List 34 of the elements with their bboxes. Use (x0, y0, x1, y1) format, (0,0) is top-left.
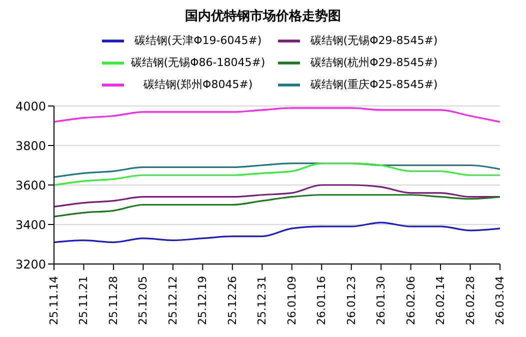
line-series (53, 162, 501, 178)
line-series (53, 222, 501, 244)
chart-title: 国内优特钢市场价格走势图 (184, 8, 342, 26)
y-tick-label: 3200 (15, 257, 46, 272)
x-tick-label: 25.12.19 (196, 276, 210, 325)
y-tick-label: 4000 (15, 99, 46, 114)
x-tick-label: 26.01.16 (315, 276, 328, 325)
line-series (53, 107, 501, 123)
x-tick-label: 26.02.06 (404, 276, 418, 325)
x-tick-label: 25.12.05 (136, 276, 150, 325)
x-tick-label: 26.01.23 (344, 276, 358, 325)
x-tick-label: 26.03.04 (494, 276, 506, 325)
line-series (53, 194, 501, 218)
y-tick-label: 3400 (15, 218, 46, 232)
legend-label: 碳结钢(无锡Φ86-18045#) (130, 56, 266, 70)
x-tick-label: 26.01.30 (374, 276, 388, 325)
x-tick-label: 25.11.14 (48, 276, 60, 325)
legend-label: 碳结钢(郑州Φ8045#) (142, 78, 254, 92)
legend-label: 碳结钢(无锡Φ29-8545#) (309, 34, 439, 48)
x-tick-label: 25.12.12 (166, 276, 180, 325)
legend-label: 碳结钢(天津Φ19-6045#) (133, 34, 263, 48)
x-tick-label: 25.11.28 (106, 276, 120, 325)
x-tick-label: 25.11.21 (77, 276, 90, 325)
x-tick-label: 26.02.28 (464, 276, 477, 325)
x-tick-label: 25.12.31 (256, 276, 269, 325)
x-tick-label: 26.02.14 (434, 276, 448, 325)
x-tick-label: 25.12.26 (226, 276, 239, 325)
line-series (53, 184, 501, 208)
x-tick-label: 26.01.09 (285, 276, 298, 325)
y-tick-label: 3600 (15, 178, 46, 192)
y-tick-label: 3800 (15, 138, 46, 153)
line-series (53, 162, 501, 186)
legend-label: 碳结钢(重庆Φ25-8545#) (309, 78, 439, 92)
legend-label: 碳结钢(杭州Φ29-8545#) (309, 56, 439, 70)
